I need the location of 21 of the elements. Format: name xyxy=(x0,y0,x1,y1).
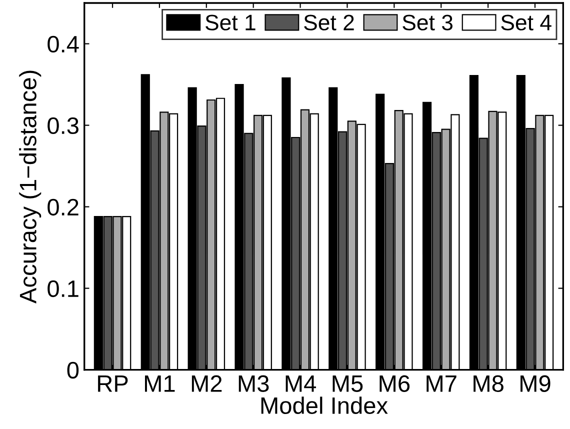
x-tick-label: M7 xyxy=(426,376,456,392)
x-tick-label: RP xyxy=(98,376,128,392)
legend-label: Set 1 xyxy=(206,14,256,30)
x-tick-label: M2 xyxy=(192,375,222,392)
x-axis-title: Model Index xyxy=(261,396,388,414)
y-tick-label: 0.3 xyxy=(48,117,78,134)
y-tick-label: 0.2 xyxy=(48,198,78,216)
y-tick-label: 0 xyxy=(67,362,79,379)
x-tick-label: M1 xyxy=(145,376,175,392)
legend-label: Set 3 xyxy=(402,14,453,30)
legend-label: Set 2 xyxy=(304,14,354,30)
x-tick-label: M6 xyxy=(380,375,410,392)
x-tick-label: M8 xyxy=(474,375,504,392)
x-tick-label: M4 xyxy=(286,376,316,392)
y-axis-title: Accuracy (1−distance) xyxy=(19,70,42,304)
x-tick-label: M3 xyxy=(238,375,269,392)
y-tick-label: 0.1 xyxy=(48,280,78,298)
x-tick-label: M5 xyxy=(332,376,363,392)
legend-label: Set 4 xyxy=(501,14,552,30)
x-tick-label: M9 xyxy=(520,375,550,392)
y-tick-label: 0.4 xyxy=(48,36,79,53)
